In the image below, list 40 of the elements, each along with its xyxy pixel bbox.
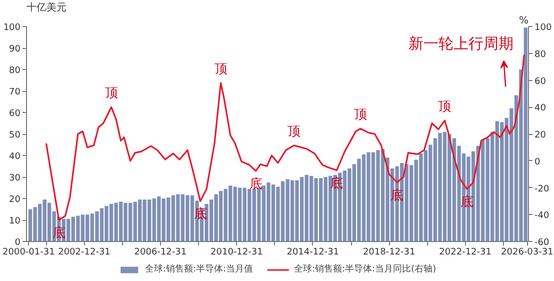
annotation: 顶 [214, 62, 228, 77]
y-tick-label: 80 [9, 66, 21, 76]
legend-label: 全球:销售额:半导体:当月同比(右轴) [294, 263, 436, 276]
y-tick-label: 40 [9, 152, 21, 162]
y2-tick-label: -60 [534, 238, 550, 248]
annotation: 顶 [354, 108, 368, 123]
y-axis-title: 十亿美元 [26, 2, 66, 14]
x-tick-label: 2022-12-31 [439, 248, 492, 258]
line-series [45, 54, 525, 221]
y2-axis-title: % [519, 16, 529, 26]
annotation: 顶 [104, 86, 118, 102]
legend-label: 全球:销售额:半导体:当月值 [144, 263, 253, 276]
x-tick-label: 2018-12-31 [362, 248, 416, 258]
y-tick-label: 60 [9, 109, 21, 119]
x-tick-label: 2006-12-31 [134, 248, 187, 258]
annotation: 顶 [438, 99, 452, 114]
annotation: 新一轮上行周期 [408, 34, 514, 53]
y2-tick-label: 20 [534, 130, 546, 140]
y-tick-label: 50 [9, 130, 21, 140]
x-tick-label: 2002-12-31 [58, 248, 110, 258]
y-tick-label: 20 [9, 195, 21, 205]
annotation: 顶 [287, 124, 300, 140]
x-tick-label: 2014-12-31 [286, 248, 340, 258]
y-tick-label: 70 [9, 88, 21, 98]
x-tick-label: 2026-03-31 [501, 248, 554, 258]
y2-tick-label: -40 [534, 211, 550, 222]
y2-tick-label: -20 [534, 184, 550, 194]
y2-tick-label: 60 [534, 76, 546, 87]
x-tick-label: 2000-01-31 [2, 248, 55, 258]
y-tick-label: 0 [14, 238, 21, 248]
annotation: 底 [249, 176, 262, 192]
y2-tick-label: 80 [534, 50, 546, 60]
y-tick-label: 10 [9, 216, 21, 226]
y-tick-label: 100 [3, 23, 21, 33]
y2-tick-label: 100 [534, 23, 552, 33]
x-tick-label: 2010-12-31 [210, 248, 263, 258]
y-tick-label: 30 [9, 174, 21, 184]
y2-tick-label: 0 [534, 157, 540, 168]
y2-tick-label: 40 [534, 104, 546, 114]
y-tick-label: 90 [9, 44, 21, 54]
